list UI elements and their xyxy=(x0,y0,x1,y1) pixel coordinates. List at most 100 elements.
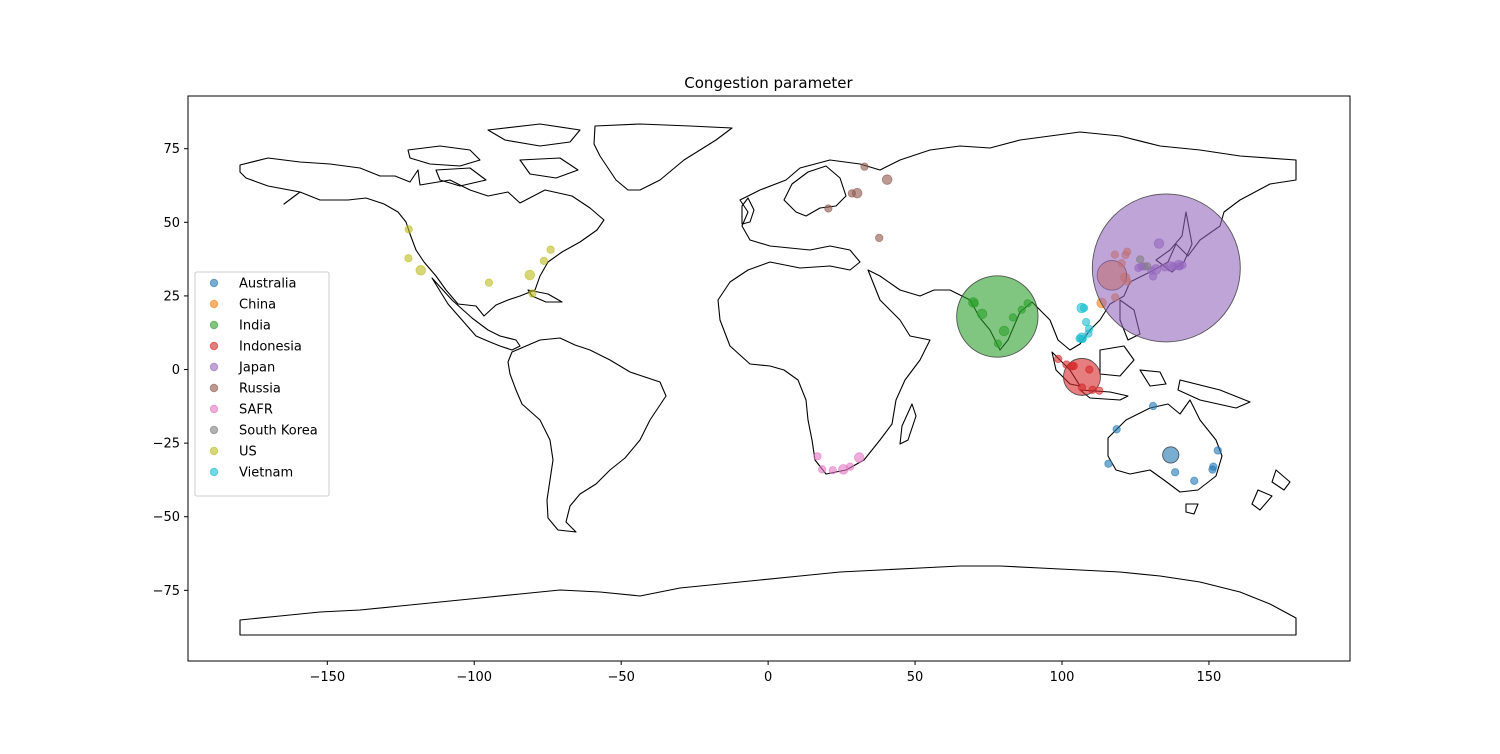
data-point xyxy=(1084,329,1093,338)
data-point xyxy=(881,174,893,185)
data-point xyxy=(813,452,822,461)
x-tick-label: 0 xyxy=(764,670,772,685)
legend-frame xyxy=(194,271,330,497)
x-tick-label: −150 xyxy=(309,670,345,685)
data-point xyxy=(860,162,869,171)
series-russia xyxy=(824,162,893,243)
series-india xyxy=(956,275,1039,358)
x-tick-label: −50 xyxy=(607,670,634,685)
data-point xyxy=(1078,334,1087,344)
data-point xyxy=(1008,313,1018,322)
data-point xyxy=(993,339,1003,348)
data-point xyxy=(1077,383,1087,392)
legend-marker xyxy=(209,446,219,456)
legend-marker xyxy=(209,278,219,288)
legend-label: India xyxy=(239,319,271,334)
series-vietnam xyxy=(1075,302,1094,344)
series-indonesia xyxy=(1054,354,1104,396)
legend-marker xyxy=(209,362,219,372)
legend-marker xyxy=(209,383,219,393)
legend-label: Vietnam xyxy=(239,466,293,481)
scatter-markers xyxy=(404,162,1241,485)
data-point xyxy=(1088,385,1097,394)
legend-label: China xyxy=(239,298,276,313)
data-point xyxy=(484,278,494,287)
legend-label: Russia xyxy=(239,382,281,397)
series-us xyxy=(404,225,555,298)
y-tick-label: 75 xyxy=(163,142,180,157)
data-point xyxy=(1190,476,1199,485)
legend-entry: US xyxy=(209,445,257,460)
y-tick-label: −25 xyxy=(153,437,180,452)
legend-label: Indonesia xyxy=(239,340,302,355)
data-point xyxy=(998,325,1010,337)
data-point xyxy=(1148,272,1158,281)
data-point xyxy=(845,462,855,471)
data-point xyxy=(1143,262,1152,271)
legend-marker xyxy=(209,467,219,477)
legend-entry: SAFR xyxy=(209,403,273,418)
series-japan xyxy=(1091,193,1241,343)
data-point xyxy=(956,275,1039,358)
data-point xyxy=(1023,299,1032,308)
data-point xyxy=(1054,354,1063,364)
data-point xyxy=(1170,468,1180,477)
data-point xyxy=(415,265,427,276)
data-point xyxy=(546,245,555,254)
chart-title: Congestion parameter xyxy=(684,74,853,92)
legend-entry: Japan xyxy=(209,361,275,376)
legend-entry: Russia xyxy=(209,382,281,397)
data-point xyxy=(1095,386,1104,395)
legend-entry: China xyxy=(209,298,276,313)
y-tick-label: 50 xyxy=(163,216,180,231)
data-point xyxy=(404,225,413,234)
legend-label: Australia xyxy=(239,277,297,292)
x-tick-label: 50 xyxy=(907,670,924,685)
y-tick-label: 25 xyxy=(163,289,180,304)
data-point xyxy=(1160,263,1170,272)
series-safr xyxy=(813,452,865,475)
legend-marker xyxy=(209,299,219,309)
legend-label: SAFR xyxy=(239,403,273,418)
data-point xyxy=(1213,446,1222,455)
data-point xyxy=(853,452,865,463)
data-point xyxy=(404,254,413,263)
legend-entry: Australia xyxy=(209,277,297,292)
data-point xyxy=(828,466,837,475)
legend-marker xyxy=(209,404,219,414)
axes-frame: −150 −100 −50 0 50 100 150 −75 −50 −25 0 25 50 75 xyxy=(153,95,1351,685)
data-point xyxy=(875,233,884,243)
legend-entry: India xyxy=(209,319,271,334)
legend-label: Japan xyxy=(238,361,275,376)
data-point xyxy=(1068,362,1077,371)
legend: Australia China India Indonesia Japan Russia S… xyxy=(194,271,330,497)
y-tick-label: −75 xyxy=(153,584,180,599)
legend-marker xyxy=(209,425,219,435)
series-australia xyxy=(1104,401,1222,485)
data-point xyxy=(1079,303,1089,313)
data-point xyxy=(1085,365,1094,374)
legend-marker xyxy=(209,320,219,330)
series-south-korea xyxy=(1136,255,1152,271)
legend-entry: South Korea xyxy=(209,424,318,439)
data-point xyxy=(976,308,988,320)
data-point xyxy=(1169,262,1178,271)
legend-entry: Vietnam xyxy=(209,466,293,481)
data-point xyxy=(1148,401,1158,411)
data-point xyxy=(847,189,857,198)
data-point xyxy=(1017,305,1026,314)
y-tick-label: 0 xyxy=(172,363,180,378)
data-point xyxy=(1104,459,1113,468)
legend-entry: Indonesia xyxy=(209,340,302,355)
legend-label: South Korea xyxy=(239,424,318,439)
x-tick-label: 100 xyxy=(1050,670,1075,685)
data-point xyxy=(528,289,537,298)
legend-label: US xyxy=(239,445,257,460)
data-point xyxy=(1153,238,1165,249)
data-point xyxy=(970,299,979,308)
data-point xyxy=(1136,255,1145,264)
y-tick-label: −50 xyxy=(153,510,180,525)
data-point xyxy=(824,204,833,213)
